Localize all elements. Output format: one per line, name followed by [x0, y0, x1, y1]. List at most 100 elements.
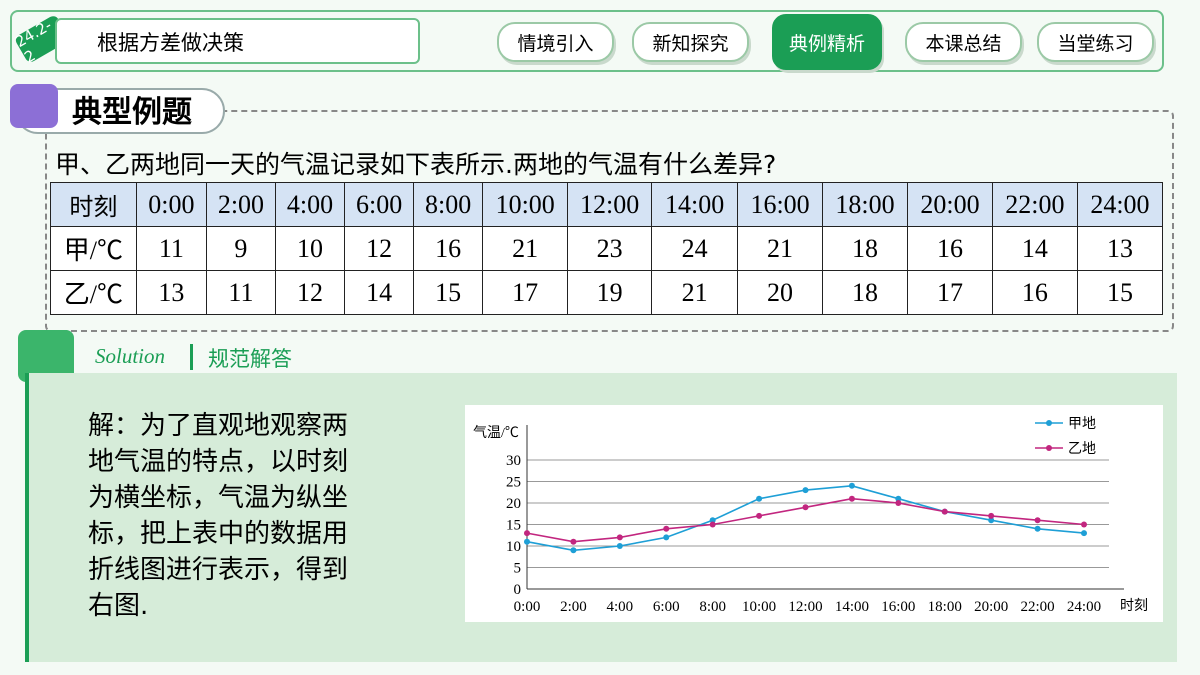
solution-line: 地气温的特点，以时刻	[88, 447, 349, 477]
data-point	[895, 500, 902, 506]
table-cell: 甲/℃	[50, 226, 137, 271]
solution-text: 解：为了直观地观察两 地气温的特点，以时刻 为横坐标，气温为纵坐 标，把上表中的数据用…	[88, 408, 348, 624]
table-cell: 15	[413, 270, 484, 315]
x-tick-label: 20:00	[974, 599, 1008, 615]
x-tick-label: 0:00	[514, 599, 541, 615]
x-tick-label: 18:00	[928, 599, 962, 615]
table-cell: 10	[274, 226, 346, 271]
solution-line: 右图.	[88, 591, 149, 621]
data-point	[616, 534, 623, 541]
table-cell: 13	[1076, 226, 1164, 271]
table-cell: 17	[482, 270, 569, 315]
table-cell: 20	[737, 270, 824, 315]
solution-label: Solution	[95, 344, 166, 368]
table-cell: 2:00	[205, 182, 276, 227]
chart: 气温/℃ 时刻 0 5 10 15 20 25 30 0:00 2:00 4:00 6:00 8:00 10…	[465, 405, 1163, 622]
x-tick-label: 4:00	[606, 599, 633, 615]
table-cell: 时刻	[50, 182, 137, 227]
data-point	[802, 487, 809, 494]
solution-line: 标，把上表中的数据用	[88, 519, 349, 549]
table-cell: 4:00	[274, 182, 346, 227]
nav-tab[interactable]: 当堂练习	[1037, 22, 1154, 62]
table-cell: 6:00	[344, 182, 415, 227]
data-point	[524, 538, 530, 545]
data-point	[524, 530, 530, 537]
question: 甲、乙两地同一天的气温记录如下表所示.两地的气温有什么差异?	[55, 150, 777, 179]
data-point	[848, 495, 855, 502]
table-cell: 16	[906, 226, 993, 271]
chart-bg	[465, 405, 1163, 622]
data-point	[709, 521, 716, 528]
x-tick-label: 10:00	[742, 599, 776, 615]
legend-label: 乙地	[1068, 441, 1096, 457]
data-table: 时刻 0:00 2:00 4:00 6:00 8:00 10:00 12:00 14:00 16:…	[50, 182, 1164, 315]
data-point	[756, 512, 763, 519]
nav-tab[interactable]: 情境引入	[497, 22, 614, 62]
data-point	[663, 534, 670, 541]
nav-tab[interactable]: 典例精析	[772, 14, 882, 70]
y-tick-label: 5	[514, 561, 522, 577]
y-tick-label: 10	[506, 539, 521, 555]
table-cell: 21	[482, 226, 569, 271]
section-icon	[10, 84, 58, 128]
table-cell: 21	[737, 226, 824, 271]
legend-dot	[1046, 420, 1052, 426]
data-point	[802, 504, 809, 511]
table-cell: 16	[991, 270, 1078, 315]
y-tick-label: 25	[506, 475, 521, 491]
table-header: 时刻 0:00 2:00 4:00 6:00 8:00 10:00 12:00 14:00 16:…	[50, 182, 1164, 227]
table-cell: 23	[567, 226, 653, 271]
table-cell: 16:00	[737, 182, 824, 227]
table-cell: 乙/℃	[50, 270, 137, 315]
data-point	[756, 495, 763, 502]
solution-title: 规范解答	[208, 347, 292, 371]
table-cell: 11	[135, 226, 207, 271]
table-cell: 19	[567, 270, 653, 315]
y-tick-label: 30	[506, 453, 521, 469]
table-row: 甲/℃ 11 9 10 12 16 21 23 24 21 18 16 14 13	[50, 226, 1164, 271]
table-cell: 10:00	[482, 182, 569, 227]
data-point	[570, 538, 577, 545]
y-tick-label: 20	[506, 496, 521, 512]
data-point	[848, 482, 855, 489]
solution-line: 解：为了直观地观察两	[88, 411, 349, 441]
table-cell: 20:00	[906, 182, 993, 227]
header-title: 根据方差做决策	[55, 18, 420, 64]
table-cell: 12	[274, 270, 346, 315]
y-tick-label: 15	[506, 518, 521, 534]
table-cell: 12	[344, 226, 415, 271]
x-tick-label: 12:00	[788, 599, 822, 615]
x-tick-label: 8:00	[699, 599, 726, 615]
data-point	[570, 547, 577, 554]
y-axis-title: 气温/℃	[473, 425, 519, 441]
solution-line: 为横坐标，气温为纵坐	[88, 483, 349, 513]
table-cell: 22:00	[991, 182, 1078, 227]
x-tick-label: 2:00	[560, 599, 587, 615]
table-cell: 24	[651, 226, 739, 271]
solution-line: 折线图进行表示，得到	[88, 555, 349, 585]
data-point	[1034, 517, 1041, 524]
data-point	[1081, 521, 1087, 528]
top-frame	[10, 10, 1164, 72]
nav-tab[interactable]: 本课总结	[905, 22, 1022, 62]
data-point	[988, 517, 995, 524]
x-tick-label: 16:00	[881, 599, 915, 615]
data-point	[895, 495, 902, 502]
table-cell: 14	[991, 226, 1078, 271]
table-cell: 14:00	[651, 182, 739, 227]
nav-tab[interactable]: 新知探究	[632, 22, 749, 62]
data-point	[663, 525, 670, 532]
data-point	[1081, 530, 1087, 537]
legend-label: 甲地	[1068, 416, 1096, 432]
table-cell: 13	[135, 270, 207, 315]
table-cell: 24:00	[1076, 182, 1164, 227]
table-cell: 16	[413, 226, 484, 271]
y-tick-label: 0	[514, 582, 522, 598]
data-point	[709, 517, 716, 524]
table-cell: 18	[822, 270, 908, 315]
x-tick-label: 22:00	[1020, 599, 1054, 615]
table-cell: 17	[906, 270, 993, 315]
table-row: 乙/℃ 13 11 12 14 15 17 19 21 20 18 17 16 15	[50, 270, 1164, 315]
divider	[190, 344, 193, 370]
table-cell: 14	[344, 270, 415, 315]
